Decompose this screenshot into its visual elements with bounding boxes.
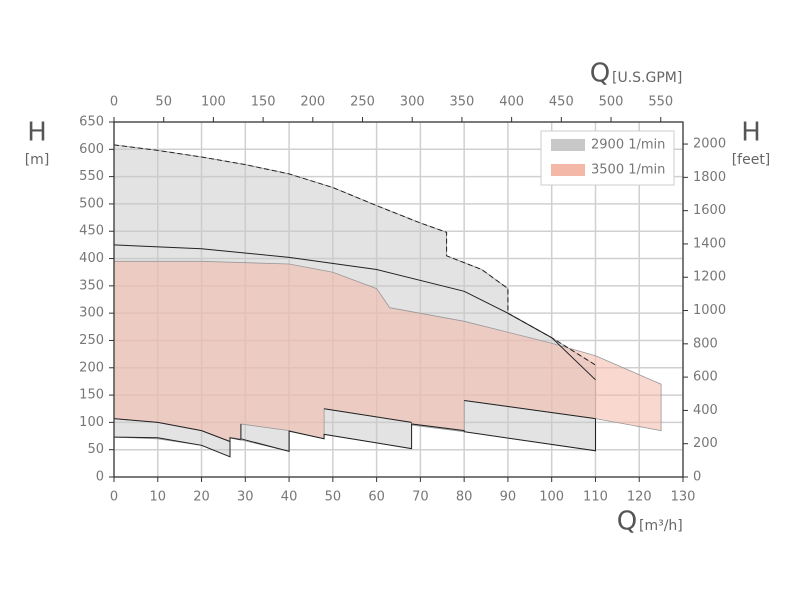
x2-tick-label: 350 bbox=[450, 95, 475, 110]
y2-tick-label: 400 bbox=[693, 403, 718, 418]
y-tick-label: 50 bbox=[87, 442, 104, 457]
x-tick-label: 20 bbox=[193, 490, 210, 505]
y2-tick-label: 1400 bbox=[693, 236, 726, 251]
x2-tick-label: 200 bbox=[300, 95, 325, 110]
y-tick-label: 250 bbox=[79, 333, 104, 348]
x-tick-label: 40 bbox=[281, 490, 298, 505]
x-tick-label: 0 bbox=[110, 490, 118, 505]
y2-tick-label: 2000 bbox=[693, 137, 726, 152]
y-tick-label: 0 bbox=[96, 470, 104, 485]
y-label-symbol: H bbox=[27, 118, 47, 148]
x2-tick-label: 300 bbox=[400, 95, 425, 110]
lines bbox=[113, 144, 596, 458]
y-tick-label: 400 bbox=[79, 251, 104, 266]
x2-label-symbol: Q bbox=[590, 59, 610, 89]
x-label-unit: [m³/h] bbox=[639, 518, 683, 534]
legend-swatch bbox=[551, 164, 585, 176]
y2-tick-label: 600 bbox=[693, 370, 718, 385]
y2-tick-label: 1200 bbox=[693, 270, 726, 285]
y-tick-label: 650 bbox=[79, 115, 104, 130]
y-tick-label: 300 bbox=[79, 306, 104, 321]
curve bbox=[113, 400, 596, 458]
y2-tick-label: 1600 bbox=[693, 203, 726, 218]
legend-swatch bbox=[551, 139, 585, 151]
legend-label: 3500 1/min bbox=[591, 163, 665, 178]
y-tick-label: 350 bbox=[79, 278, 104, 293]
x2-tick-label: 50 bbox=[155, 95, 172, 110]
x2-tick-label: 400 bbox=[499, 95, 524, 110]
x2-tick-label: 100 bbox=[201, 95, 226, 110]
y-tick-label: 500 bbox=[79, 196, 104, 211]
y-tick-label: 200 bbox=[79, 360, 104, 375]
x2-tick-label: 150 bbox=[251, 95, 276, 110]
y-tick-label: 450 bbox=[79, 224, 104, 239]
legend: 2900 1/min 3500 1/min bbox=[540, 130, 675, 186]
x-tick-label: 70 bbox=[412, 490, 429, 505]
x2-tick-label: 250 bbox=[350, 95, 375, 110]
curve bbox=[113, 244, 596, 381]
y2-tick-label: 1000 bbox=[693, 303, 726, 318]
x-tick-label: 110 bbox=[583, 490, 608, 505]
plot-frame bbox=[113, 121, 684, 478]
x-tick-label: 10 bbox=[149, 490, 166, 505]
x-tick-label: 100 bbox=[539, 490, 564, 505]
y-tick-label: 600 bbox=[79, 142, 104, 157]
y2-label-unit: [feet] bbox=[732, 152, 771, 168]
y2-tick-label: 0 bbox=[693, 470, 701, 485]
x2-tick-label: 0 bbox=[110, 95, 118, 110]
y-tick-label: 150 bbox=[79, 388, 104, 403]
x-tick-label: 50 bbox=[325, 490, 342, 505]
x2-tick-label: 550 bbox=[648, 95, 673, 110]
x-tick-label: 30 bbox=[237, 490, 254, 505]
areas bbox=[113, 144, 662, 458]
y2-tick-label: 200 bbox=[693, 436, 718, 451]
y-tick-label: 100 bbox=[79, 415, 104, 430]
x-tick-label: 120 bbox=[627, 490, 652, 505]
y2-label-symbol: H bbox=[741, 118, 761, 148]
x2-tick-label: 500 bbox=[599, 95, 624, 110]
x2-tick-label: 450 bbox=[549, 95, 574, 110]
x-tick-label: 80 bbox=[456, 490, 473, 505]
y-label-unit: [m] bbox=[25, 152, 50, 168]
y2-tick-label: 800 bbox=[693, 336, 718, 351]
x-tick-label: 60 bbox=[368, 490, 385, 505]
x-label-symbol: Q bbox=[617, 507, 637, 537]
axes: 0 10 20 30 40 50 60 70 80 90 100 110 120 130 0 50 100 150… bbox=[79, 95, 726, 505]
x2-label-unit: [U.S.GPM] bbox=[612, 70, 682, 86]
y2-tick-label: 1800 bbox=[693, 170, 726, 185]
y-tick-label: 550 bbox=[79, 169, 104, 184]
x-tick-label: 130 bbox=[671, 490, 696, 505]
x-tick-label: 90 bbox=[500, 490, 517, 505]
legend-label: 2900 1/min bbox=[591, 138, 665, 153]
